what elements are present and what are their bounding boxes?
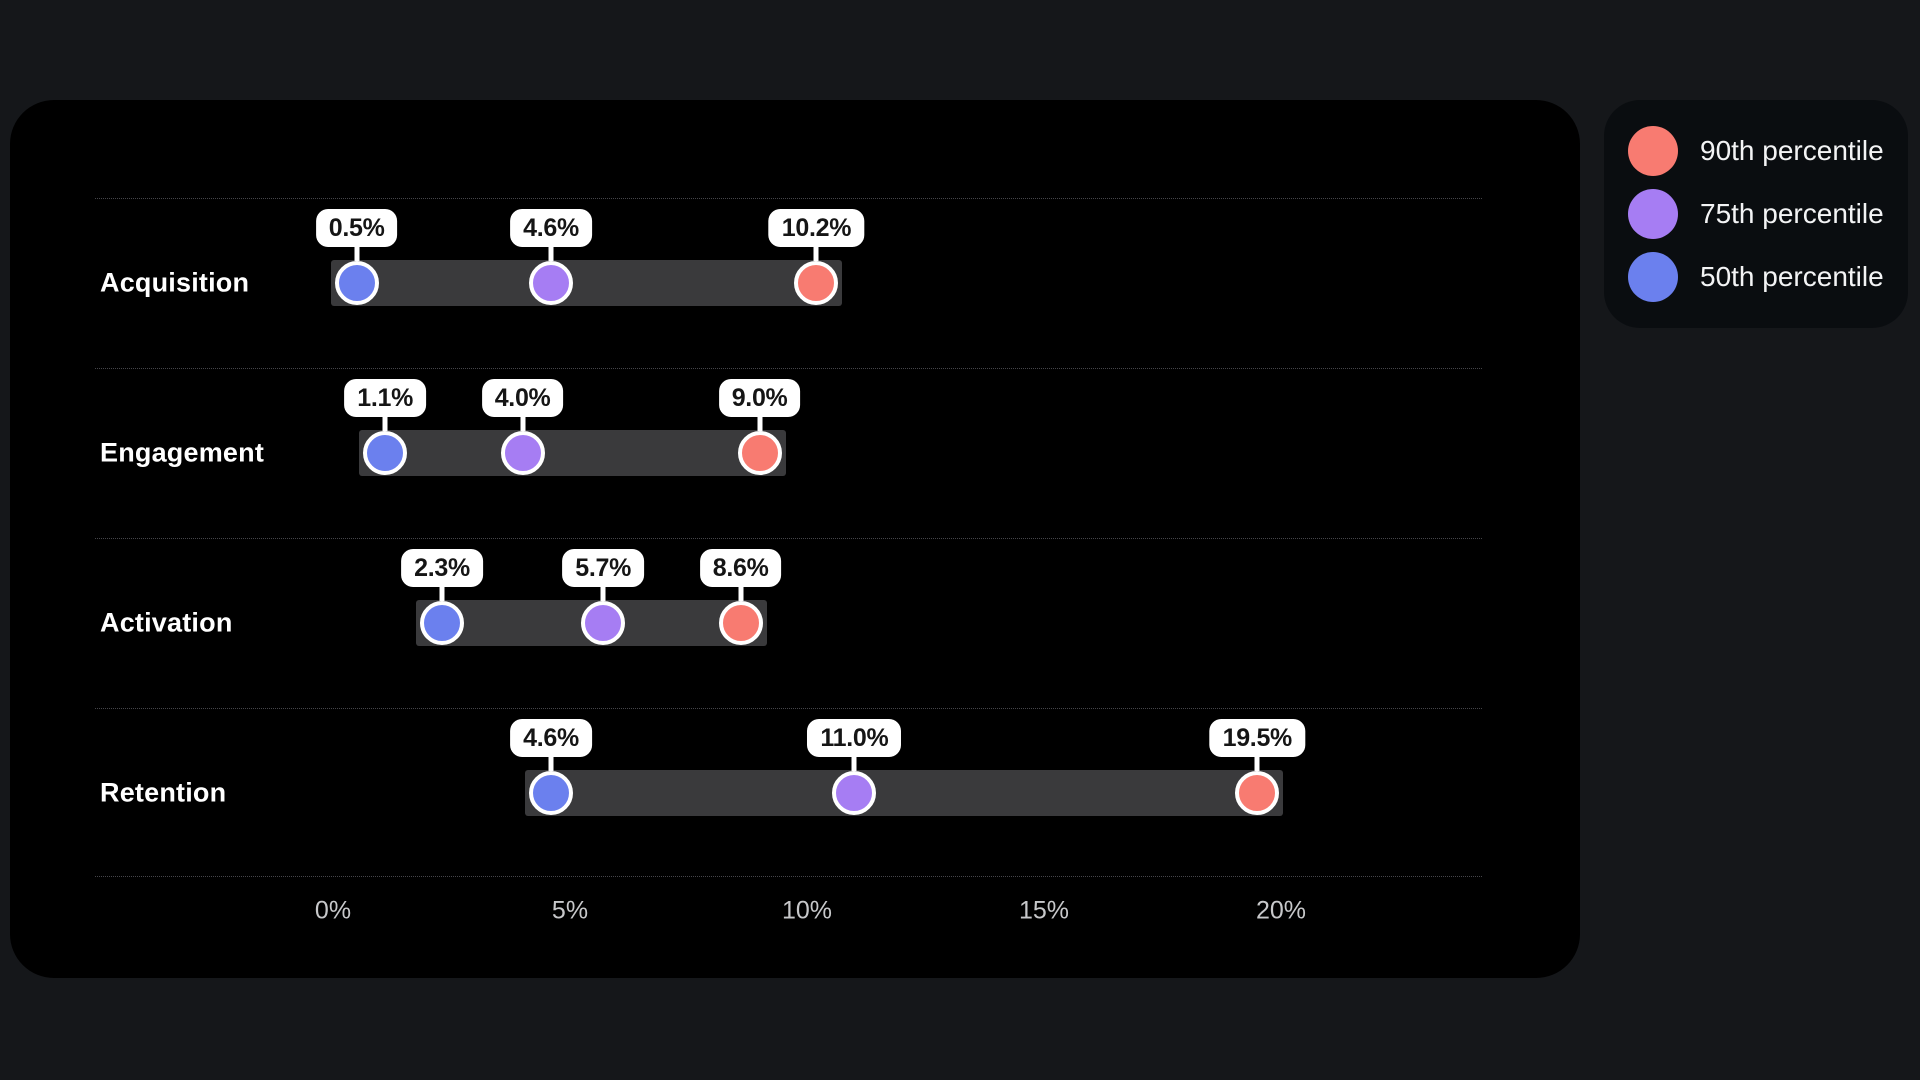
value-label-pill: 4.6% [510,719,592,757]
value-label-pill: 0.5% [315,209,398,247]
75th-percentile-dot[interactable] [529,261,574,305]
legend-color-swatch [1628,126,1678,176]
legend-item[interactable]: 90th percentile [1628,126,1884,176]
row-label-retention: Retention [100,777,227,808]
value-label-stem [851,751,857,771]
value-label-stem [382,411,388,431]
90th-percentile-dot[interactable] [718,601,763,645]
value-label-pill: 4.0% [481,379,564,417]
value-label-pill: 10.2% [768,209,865,247]
row-separator-line [95,368,1482,369]
legend-color-swatch [1628,189,1678,239]
legend-label: 90th percentile [1700,135,1884,166]
value-label-stem [548,751,554,771]
x-axis-tick-label: 0% [314,896,352,925]
axis-line [95,876,1482,877]
legend-label: 50th percentile [1700,261,1884,292]
value-label-pill: 9.0% [718,379,801,417]
value-label-pill: 11.0% [807,719,902,757]
row-separator-line [95,538,1482,539]
percentile-range-bar [525,770,1284,816]
value-label-pill: 5.7% [562,549,645,587]
value-label-stem [600,581,606,601]
row-label-engagement: Engagement [100,437,265,468]
value-label-stem [354,241,360,261]
value-label-stem [757,411,763,431]
row-separator-line [95,198,1482,199]
legend-color-swatch [1628,252,1678,302]
50th-percentile-dot[interactable] [529,771,574,815]
value-label-stem [1254,751,1260,771]
row-label-activation: Activation [100,607,233,638]
value-label-pill: 19.5% [1209,719,1305,757]
90th-percentile-dot[interactable] [794,261,839,305]
chart-card: Acquisition 0.5% 4.6% 10.2% Engagement 1.1% 4.… [10,100,1580,978]
75th-percentile-dot[interactable] [832,771,877,815]
50th-percentile-dot[interactable] [363,431,408,475]
x-axis-tick-label: 20% [1255,896,1307,925]
75th-percentile-dot[interactable] [500,431,545,475]
x-axis-tick-label: 15% [1018,896,1070,925]
chart-legend: 90th percentile 75th percentile 50th perce… [1604,100,1908,328]
value-label-stem [738,581,744,601]
value-label-stem [520,411,526,431]
90th-percentile-dot[interactable] [1235,771,1280,815]
value-label-pill: 4.6% [510,209,592,247]
row-label-acquisition: Acquisition [100,267,250,298]
percentile-range-bar [330,260,843,306]
value-label-pill: 1.1% [344,379,427,417]
legend-item[interactable]: 75th percentile [1628,189,1884,239]
value-label-stem [548,241,554,261]
legend-item[interactable]: 50th percentile [1628,252,1884,302]
value-label-stem [813,241,819,261]
row-separator-line [95,708,1482,709]
percentile-range-bar [359,430,786,476]
75th-percentile-dot[interactable] [581,601,626,645]
50th-percentile-dot[interactable] [420,601,465,645]
90th-percentile-dot[interactable] [737,431,782,475]
value-label-pill: 2.3% [401,549,483,587]
x-axis-tick-label: 10% [781,896,833,925]
value-label-stem [439,581,445,601]
legend-label: 75th percentile [1700,198,1884,229]
percentile-dot-plot: Acquisition 0.5% 4.6% 10.2% Engagement 1.1% 4.… [10,100,1580,978]
value-label-pill: 8.6% [699,549,782,587]
50th-percentile-dot[interactable] [334,261,379,305]
x-axis-tick-label: 5% [551,896,589,925]
